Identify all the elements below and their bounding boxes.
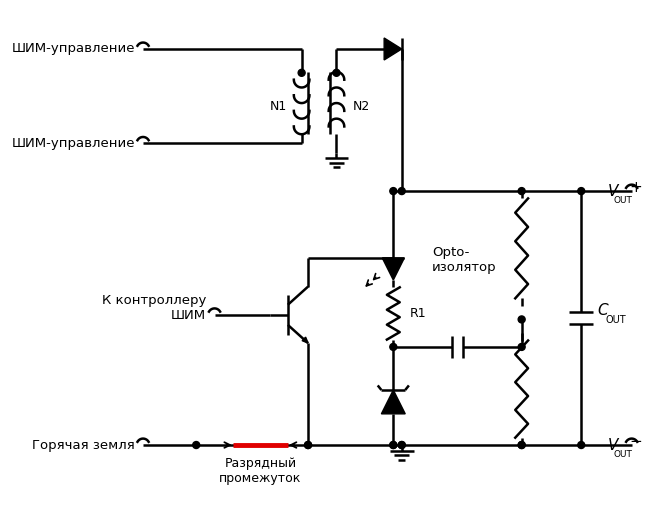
Circle shape bbox=[390, 188, 396, 195]
Text: R1: R1 bbox=[410, 307, 426, 320]
Circle shape bbox=[390, 344, 396, 350]
Circle shape bbox=[305, 442, 311, 448]
Circle shape bbox=[298, 69, 305, 76]
Circle shape bbox=[578, 188, 585, 195]
Circle shape bbox=[518, 344, 525, 350]
Text: −: − bbox=[629, 434, 642, 449]
Polygon shape bbox=[382, 258, 404, 280]
Circle shape bbox=[578, 442, 585, 448]
Text: Горячая земля: Горячая земля bbox=[32, 439, 135, 452]
Text: V: V bbox=[608, 438, 619, 453]
Circle shape bbox=[518, 442, 525, 448]
Text: К контроллеру
ШИМ: К контроллеру ШИМ bbox=[102, 294, 206, 321]
Circle shape bbox=[193, 442, 200, 448]
Text: ШИМ-управление: ШИМ-управление bbox=[11, 42, 135, 56]
Circle shape bbox=[398, 188, 405, 195]
Circle shape bbox=[390, 442, 396, 448]
Text: C: C bbox=[598, 303, 608, 318]
Polygon shape bbox=[302, 337, 308, 343]
Circle shape bbox=[398, 442, 405, 448]
Text: Разрядный
промежуток: Разрядный промежуток bbox=[219, 457, 302, 485]
Text: V: V bbox=[608, 184, 619, 199]
Circle shape bbox=[518, 442, 525, 448]
Circle shape bbox=[390, 442, 396, 448]
Text: N2: N2 bbox=[353, 100, 370, 113]
Text: N1: N1 bbox=[270, 100, 287, 113]
Text: Оpto-
изолятор: Оpto- изолятор bbox=[432, 246, 497, 274]
Polygon shape bbox=[384, 38, 402, 60]
Circle shape bbox=[398, 442, 405, 448]
Circle shape bbox=[305, 442, 311, 448]
Text: OUT: OUT bbox=[605, 315, 626, 325]
Polygon shape bbox=[382, 390, 405, 414]
Circle shape bbox=[518, 316, 525, 323]
Circle shape bbox=[333, 69, 340, 76]
Circle shape bbox=[518, 188, 525, 195]
Text: +: + bbox=[629, 180, 642, 195]
Text: ШИМ-управление: ШИМ-управление bbox=[11, 137, 135, 150]
Text: OUT: OUT bbox=[613, 449, 632, 459]
Text: OUT: OUT bbox=[613, 196, 632, 205]
